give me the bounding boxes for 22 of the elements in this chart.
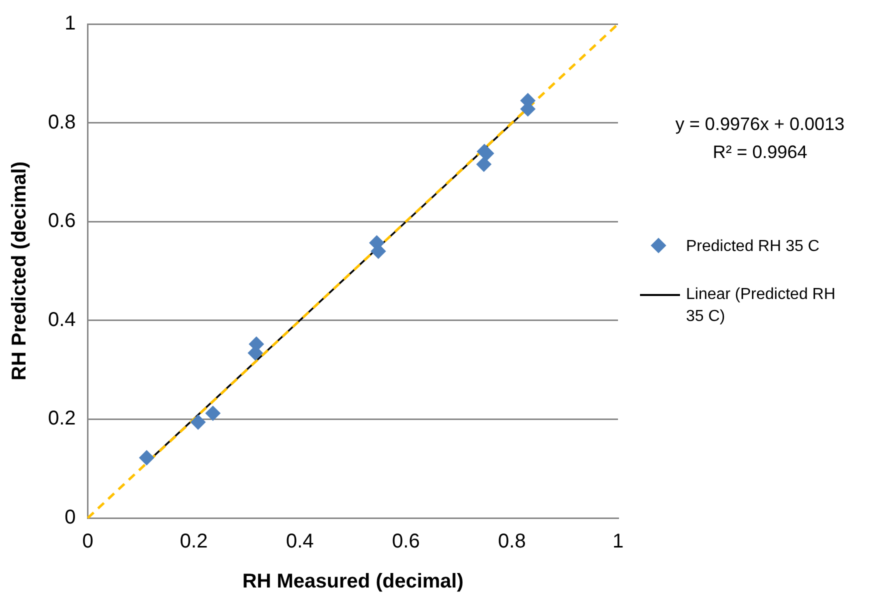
- x-tick-label: 0.2: [180, 530, 208, 553]
- point: [139, 450, 154, 466]
- text: R² = 0.9964: [712, 141, 808, 164]
- x-axis-title: RH Measured (decimal): [242, 570, 464, 593]
- point: [205, 406, 220, 421]
- y-tick-label: 0: [64, 506, 76, 529]
- y-tick-label: 0.6: [48, 210, 76, 232]
- x-tick-label: 0: [82, 530, 94, 553]
- x-tick-label: 0.6: [392, 530, 420, 553]
- legend-label: Predicted RH 35 C: [686, 237, 820, 257]
- x-tick-label: 0.4: [286, 530, 314, 553]
- x-tick-label: 1: [612, 530, 624, 553]
- x-tick-label: 0.8: [498, 530, 526, 553]
- y-tick-label: 0.4: [48, 308, 76, 331]
- legend-label: Linear (Predicted RH 35 C): [686, 285, 836, 327]
- y-tick-label: 0.2: [48, 408, 76, 430]
- point: [190, 414, 206, 430]
- y-axis-title: RH Predicted (decimal): [8, 162, 31, 380]
- text: y = 0.9976x + 0.0013: [674, 113, 846, 136]
- y-tick-label: 0.8: [48, 111, 76, 134]
- y-tick-label: 1: [64, 12, 76, 35]
- point: [476, 156, 492, 172]
